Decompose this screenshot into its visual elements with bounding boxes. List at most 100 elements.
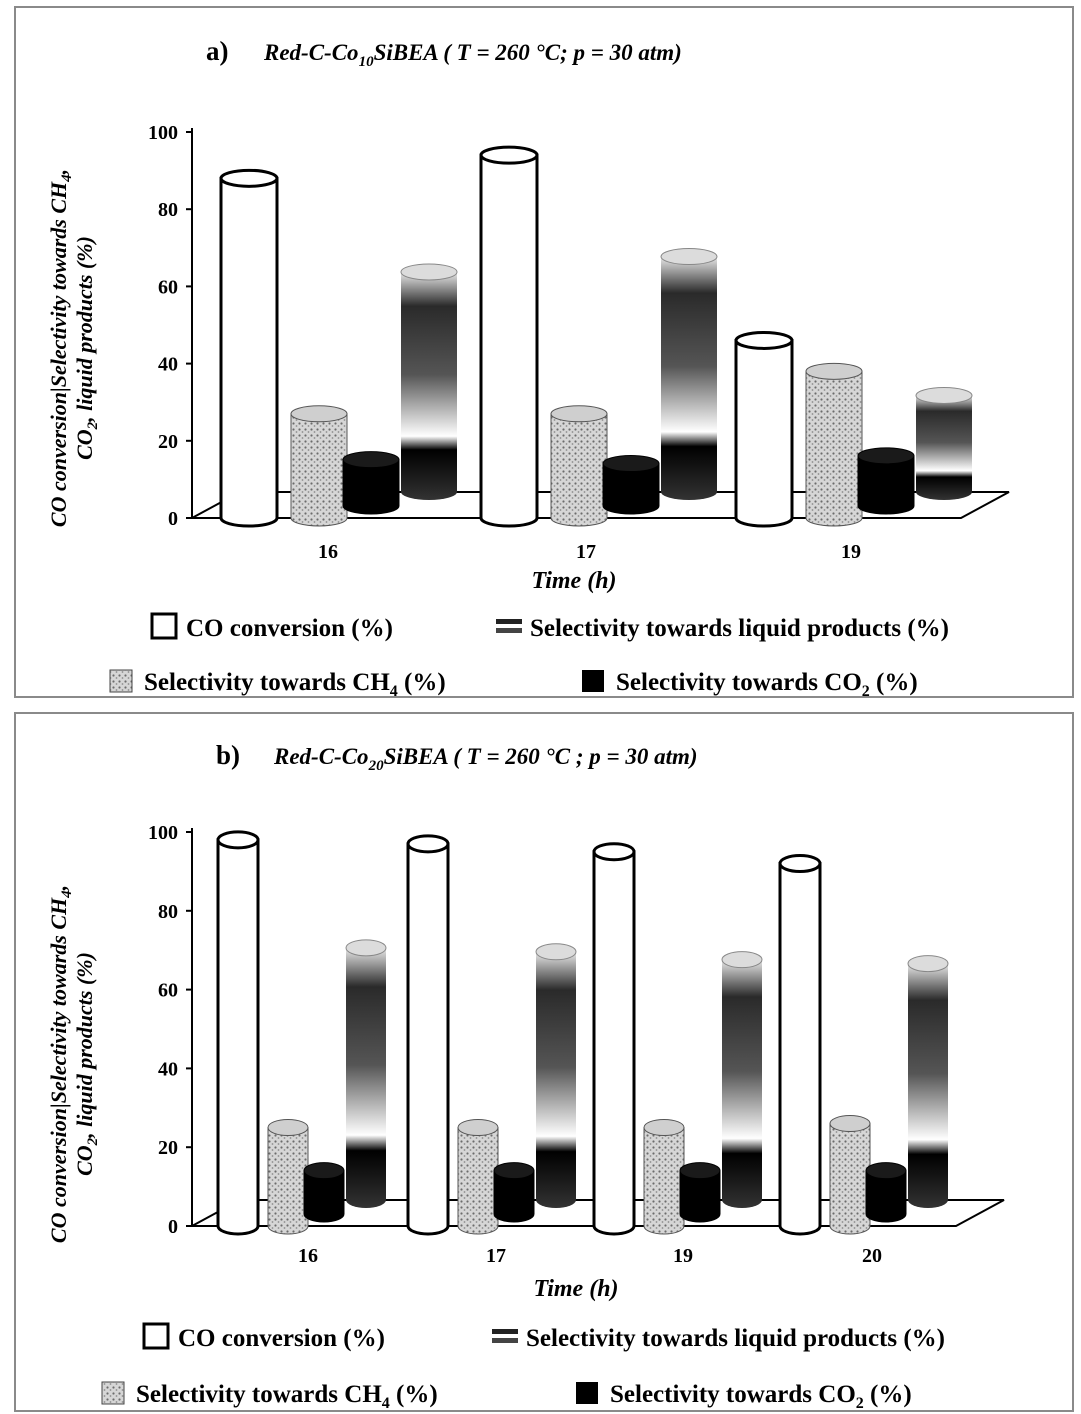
liquid-selectivity-bar xyxy=(915,387,973,500)
chart-title-main: Red-C-Co xyxy=(263,40,359,65)
y-label-part: CO conversion|Selectivity towards CH xyxy=(46,181,71,527)
co2-selectivity-bar xyxy=(342,451,400,515)
y-tick-label: 100 xyxy=(148,822,178,844)
liquid-selectivity-bar xyxy=(345,939,387,1208)
legend-label: CO conversion (%) xyxy=(186,615,393,642)
legend-label-end: (%) xyxy=(864,1381,912,1408)
legend-label: Selectivity towards liquid products (%) xyxy=(530,615,949,642)
ch4-selectivity-bar xyxy=(829,1115,871,1235)
ch4-selectivity-bar xyxy=(290,405,348,527)
legend-liquid: Selectivity towards liquid products (%) xyxy=(496,615,949,642)
y-tick-label: 60 xyxy=(158,980,178,1002)
liquid-selectivity-bar-cap xyxy=(345,939,387,957)
x-tick-label: 17 xyxy=(576,541,596,563)
co-conversion-bar xyxy=(479,145,539,528)
ch4-selectivity-bar-cap xyxy=(829,1115,871,1133)
y-axis-label-line2: CO2, liquid products (%) xyxy=(72,952,101,1176)
co-conversion-bar-cap xyxy=(734,330,794,350)
y-tick-label: 60 xyxy=(158,276,178,298)
co2-selectivity-bar-body xyxy=(679,1170,721,1223)
liquid-selectivity-bar-body xyxy=(536,951,576,1208)
legend-swatch-co2 xyxy=(576,1382,598,1404)
co2-selectivity-bar-cap xyxy=(857,447,915,465)
y-label-part: , xyxy=(46,169,71,176)
x-tick-label: 20 xyxy=(862,1245,882,1267)
x-axis-label: Time (h) xyxy=(531,568,616,594)
legend-label-sub: 4 xyxy=(390,683,398,700)
co2-selectivity-bar xyxy=(493,1162,535,1223)
co-conversion-bar-cap xyxy=(406,834,450,854)
legend-co-conversion: CO conversion (%) xyxy=(142,1322,385,1352)
y-label-part: CO xyxy=(72,1145,97,1176)
legend-label: CO conversion (%) xyxy=(178,1325,385,1352)
co-conversion-bar xyxy=(778,854,822,1236)
liquid-selectivity-bar-cap xyxy=(907,955,949,973)
legend-swatch-liquid-a xyxy=(492,1329,518,1334)
y-label-sub: 2 xyxy=(85,1137,101,1146)
ch4-selectivity-bar-cap xyxy=(290,405,348,423)
ch4-selectivity-bar xyxy=(550,405,608,527)
co2-selectivity-bar-body xyxy=(303,1170,345,1223)
liquid-selectivity-bar-body xyxy=(661,256,717,500)
y-label-part: CO conversion|Selectivity towards CH xyxy=(46,897,71,1243)
liquid-selectivity-bar-body xyxy=(916,395,972,500)
co2-selectivity-bar-body xyxy=(342,459,400,515)
co2-selectivity-bar-cap xyxy=(865,1162,907,1180)
y-label-part: , liquid products (%) xyxy=(72,952,97,1139)
y-tick-label: 0 xyxy=(168,1216,178,1238)
panel-letter: b) xyxy=(216,740,240,770)
chart-title-sub: 20 xyxy=(368,758,385,774)
y-tick-label: 0 xyxy=(168,508,178,530)
ch4-selectivity-bar-cap xyxy=(267,1119,309,1136)
co2-selectivity-bar xyxy=(865,1162,907,1223)
legend-label-main: Selectivity towards CO xyxy=(616,669,862,696)
legend-ch4: Selectivity towards CH4 (%) xyxy=(109,669,446,700)
chart-title: Red-C-Co20SiBEA ( T = 260 °C ; p = 30 at… xyxy=(273,744,698,774)
y-tick-label: 80 xyxy=(158,199,178,221)
liquid-selectivity-bar-body xyxy=(908,963,948,1208)
ch4-selectivity-bar-body xyxy=(457,1127,499,1235)
ch4-selectivity-bar-body xyxy=(267,1127,309,1235)
co2-selectivity-bar-body xyxy=(865,1170,907,1223)
co-conversion-bar-body xyxy=(778,862,822,1236)
co2-selectivity-bar xyxy=(857,447,915,515)
co2-selectivity-bar xyxy=(303,1162,345,1223)
legend-label: Selectivity towards CH4 (%) xyxy=(136,1381,438,1412)
ch4-selectivity-bar-cap xyxy=(643,1119,685,1136)
y-tick-label: 20 xyxy=(158,1137,178,1159)
legend-label: Selectivity towards CH4 (%) xyxy=(144,669,446,700)
chart-title-rest: SiBEA ( T = 260 °C ; p = 30 atm) xyxy=(384,744,698,769)
y-tick-label: 40 xyxy=(158,1058,178,1080)
legend-label-end: (%) xyxy=(390,1381,438,1408)
co-conversion-bar xyxy=(592,842,636,1236)
co-conversion-bar-body xyxy=(479,153,539,528)
co-conversion-bar-body xyxy=(734,338,794,528)
legend-swatch-liquid-b xyxy=(496,628,522,633)
ch4-selectivity-bar xyxy=(805,362,863,527)
liquid-selectivity-bar-cap xyxy=(660,248,718,266)
x-axis-label: Time (h) xyxy=(533,1276,618,1302)
legend-label-end: (%) xyxy=(870,669,918,696)
legend-label-sub: 2 xyxy=(856,1395,864,1412)
liquid-selectivity-bar-cap xyxy=(915,387,973,404)
y-axis-label-line1: CO conversion|Selectivity towards CH4, xyxy=(46,885,75,1243)
x-tick-label: 16 xyxy=(298,1245,318,1267)
y-tick-label: 80 xyxy=(158,901,178,923)
co-conversion-bar-body xyxy=(592,850,636,1236)
liquid-selectivity-bar-cap xyxy=(721,951,763,969)
y-axis-label-line1: CO conversion|Selectivity towards CH4, xyxy=(46,169,75,527)
co-conversion-bar-body xyxy=(216,838,260,1236)
x-tick-label: 17 xyxy=(486,1245,506,1267)
ch4-selectivity-bar-body xyxy=(290,413,348,527)
x-tick-label: 19 xyxy=(673,1245,693,1267)
chart-title: Red-C-Co10SiBEA ( T = 260 °C; p = 30 atm… xyxy=(263,40,682,70)
co-conversion-bar-cap xyxy=(219,168,279,188)
ch4-selectivity-bar xyxy=(643,1119,685,1235)
y-tick-label: 40 xyxy=(158,354,178,376)
co2-selectivity-bar-cap xyxy=(602,455,660,473)
legend-label-main: Selectivity towards CH xyxy=(144,669,390,696)
chart-panel-a: a) Red-C-Co10SiBEA ( T = 260 °C; p = 30 a… xyxy=(14,6,1074,700)
legend-label-sub: 4 xyxy=(382,1395,390,1412)
co2-selectivity-bar xyxy=(602,455,660,515)
liquid-selectivity-bar-cap xyxy=(535,943,577,961)
